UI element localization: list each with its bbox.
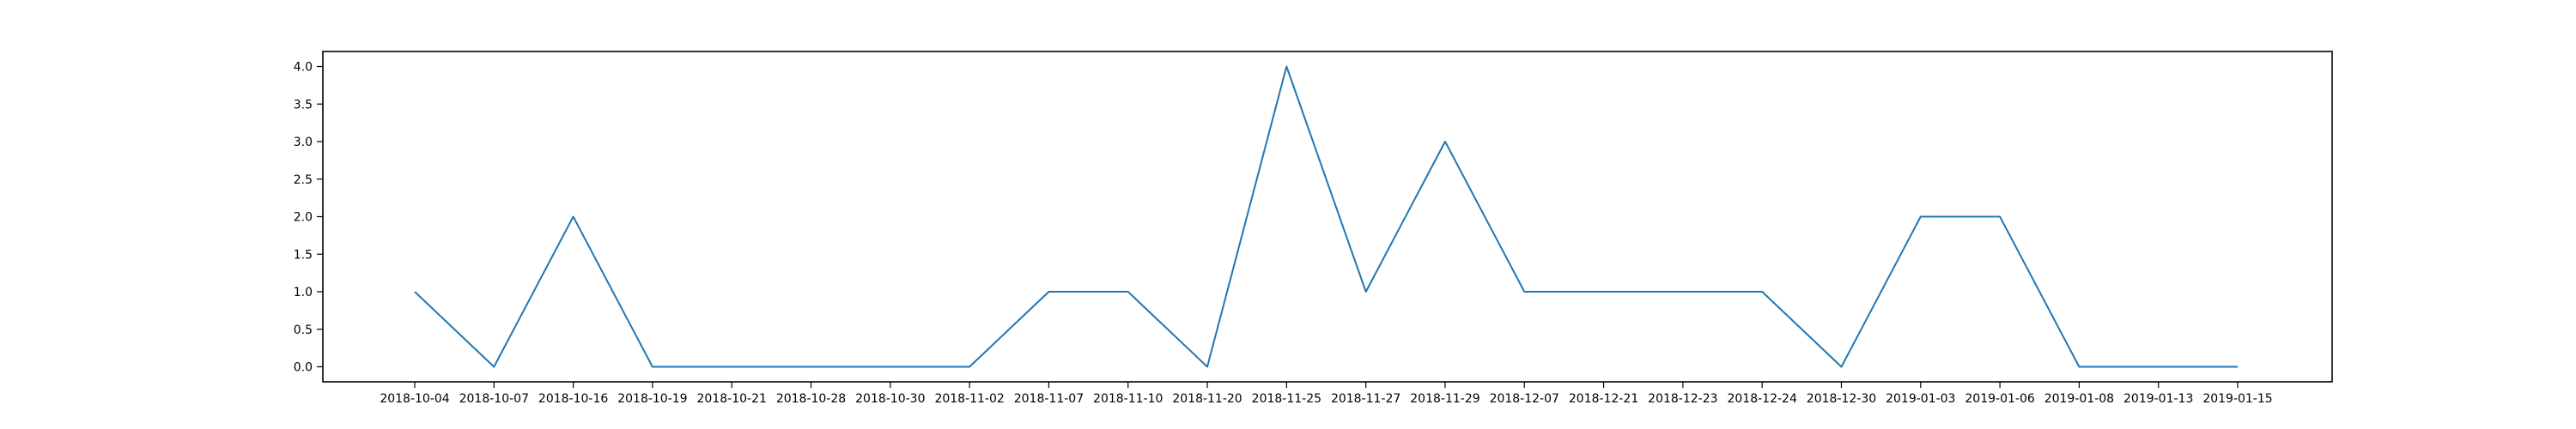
x-tick-label: 2019-01-15 bbox=[2202, 392, 2272, 406]
y-tick-label: 2.0 bbox=[294, 211, 313, 225]
x-tick-label: 2018-12-21 bbox=[1569, 392, 1638, 406]
x-axis: 2018-10-04 2018-10-07 2018-10-16 2018-10-19… bbox=[380, 382, 2273, 406]
x-tick-label: 2018-10-30 bbox=[855, 392, 925, 406]
x-tick-label: 2018-12-30 bbox=[1807, 392, 1876, 406]
y-axis: 0.0 0.5 1.0 1.5 2.0 2.5 3.0 3.5 4.0 bbox=[294, 61, 323, 375]
x-tick-label: 2018-10-16 bbox=[538, 392, 608, 406]
x-tick-label: 2019-01-13 bbox=[2123, 392, 2193, 406]
x-tick-label: 2019-01-03 bbox=[1886, 392, 1955, 406]
y-tick-label: 1.5 bbox=[294, 248, 313, 262]
x-tick-label: 2018-11-07 bbox=[1014, 392, 1084, 406]
x-tick-label: 2018-11-25 bbox=[1252, 392, 1321, 406]
x-tick-label: 2018-10-19 bbox=[617, 392, 687, 406]
y-tick-label: 4.0 bbox=[294, 61, 313, 75]
x-tick-label: 2018-11-29 bbox=[1410, 392, 1479, 406]
plot-area-frame bbox=[322, 51, 2333, 383]
y-tick-label: 0.0 bbox=[294, 361, 313, 375]
x-tick-label: 2018-12-07 bbox=[1490, 392, 1559, 406]
x-tick-label: 2018-10-07 bbox=[459, 392, 529, 406]
x-tick-label: 2019-01-08 bbox=[2044, 392, 2114, 406]
x-tick-label: 2018-11-27 bbox=[1331, 392, 1400, 406]
x-tick-label: 2018-11-02 bbox=[934, 392, 1004, 406]
x-tick-label: 2018-10-21 bbox=[697, 392, 767, 406]
series-group bbox=[414, 65, 2238, 368]
x-tick-label: 2019-01-06 bbox=[1965, 392, 2034, 406]
y-tick-label: 0.5 bbox=[294, 323, 313, 337]
x-tick-label: 2018-11-10 bbox=[1093, 392, 1163, 406]
y-tick-label: 3.0 bbox=[294, 136, 313, 149]
x-tick-label: 2018-10-04 bbox=[380, 392, 449, 406]
y-tick-label: 2.5 bbox=[294, 173, 313, 187]
x-tick-label: 2018-11-20 bbox=[1172, 392, 1242, 406]
x-tick-label: 2018-12-23 bbox=[1648, 392, 1717, 406]
x-tick-label: 2018-10-28 bbox=[776, 392, 846, 406]
y-tick-label: 3.5 bbox=[294, 98, 313, 112]
y-tick-label: 1.0 bbox=[294, 286, 313, 299]
series-line-0 bbox=[414, 65, 2238, 368]
x-tick-label: 2018-12-24 bbox=[1727, 392, 1796, 406]
